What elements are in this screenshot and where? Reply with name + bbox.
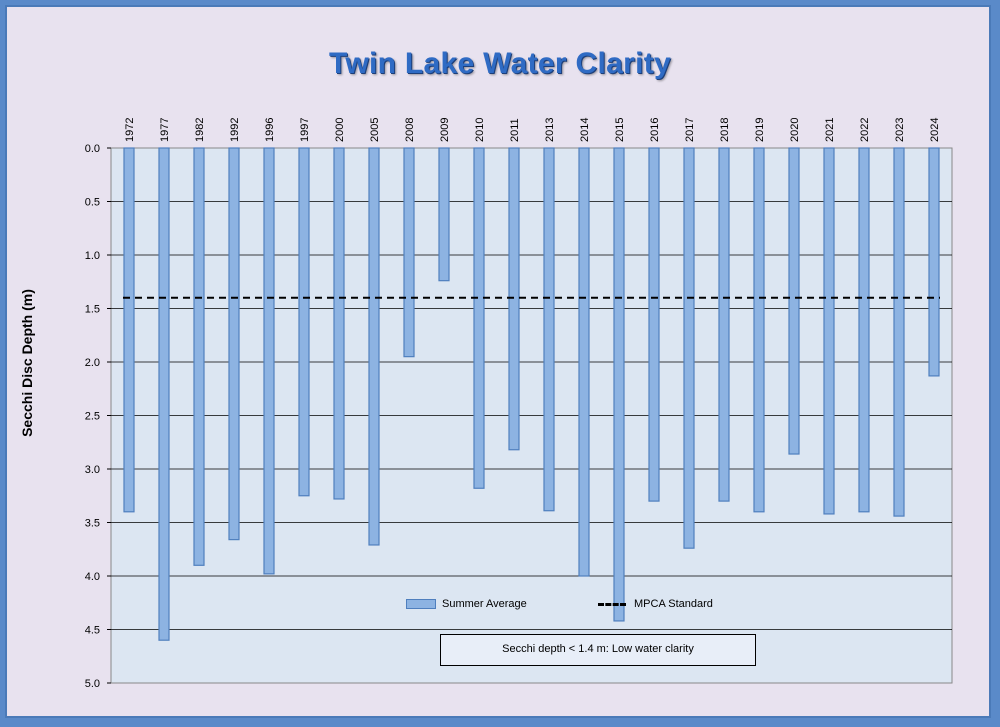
- bar-2005: [368, 147, 380, 546]
- x-tick-label: 2005: [369, 118, 381, 142]
- bar-2020: [788, 147, 800, 455]
- y-tick-label: 4.5: [85, 625, 100, 637]
- bar-2000: [333, 147, 345, 500]
- y-tick-label: 1.0: [85, 250, 100, 262]
- y-axis-label: Secchi Disc Depth (m): [19, 289, 35, 437]
- y-tick-label: 0.0: [85, 143, 100, 155]
- chart-title: Twin Lake Water Clarity: [329, 47, 671, 80]
- bar-2017: [683, 147, 695, 549]
- bar-2016: [648, 147, 660, 502]
- x-tick-label: 2011: [509, 118, 521, 142]
- x-tick-label: 2015: [614, 118, 626, 142]
- x-tick-label: 1977: [159, 118, 171, 142]
- x-tick-label: 2022: [859, 118, 871, 142]
- bar-2011: [508, 147, 520, 451]
- bar-2024: [928, 147, 940, 377]
- x-tick-label: 1996: [264, 118, 276, 142]
- legend-mpca-standard: MPCA Standard: [598, 598, 713, 610]
- bar-1996: [263, 147, 275, 575]
- bar-1972: [123, 147, 135, 513]
- y-tick-label: 3.0: [85, 464, 100, 476]
- y-tick-label: 2.5: [85, 411, 100, 423]
- legend-bar-swatch: [406, 599, 436, 609]
- bar-1992: [228, 147, 240, 541]
- legend-summer-average-label: Summer Average: [442, 598, 527, 610]
- bar-2023: [893, 147, 905, 517]
- bar-1982: [193, 147, 205, 566]
- y-tick-label: 5.0: [85, 678, 100, 690]
- legend-dash-swatch: [598, 602, 626, 606]
- legend-summer-average: Summer Average: [406, 598, 527, 610]
- y-tick-label: 0.5: [85, 197, 100, 209]
- clarity-note: Secchi depth < 1.4 m: Low water clarity: [440, 634, 756, 666]
- bar-2014: [578, 147, 590, 577]
- x-tick-label: 2000: [334, 118, 346, 142]
- bar-2022: [858, 147, 870, 513]
- x-tick-label: 2016: [649, 118, 661, 142]
- y-tick-label: 2.0: [85, 357, 100, 369]
- x-tick-label: 2019: [754, 118, 766, 142]
- y-tick-label: 3.5: [85, 518, 100, 530]
- x-tick-label: 2008: [404, 118, 416, 142]
- x-tick-label: 1997: [299, 118, 311, 142]
- x-tick-label: 2017: [684, 118, 696, 142]
- x-tick-label: 2018: [719, 118, 731, 142]
- bar-1977: [158, 147, 170, 641]
- bar-2019: [753, 147, 765, 513]
- bar-2010: [473, 147, 485, 489]
- x-tick-label: 2020: [789, 118, 801, 142]
- x-tick-label: 1972: [124, 118, 136, 142]
- x-tick-label: 2010: [474, 118, 486, 142]
- x-tick-label: 2009: [439, 118, 451, 142]
- bar-2009: [438, 147, 450, 282]
- bar-2013: [543, 147, 555, 512]
- x-tick-label: 2013: [544, 118, 556, 142]
- x-tick-label: 1992: [229, 118, 241, 142]
- x-tick-label: 1982: [194, 118, 206, 142]
- x-tick-label: 2023: [894, 118, 906, 142]
- bar-2018: [718, 147, 730, 502]
- x-tick-label: 2024: [929, 118, 941, 142]
- bar-2008: [403, 147, 415, 358]
- x-tick-label: 2014: [579, 118, 591, 142]
- x-tick-label: 2021: [824, 118, 836, 142]
- y-tick-label: 4.0: [85, 571, 100, 583]
- bar-2021: [823, 147, 835, 515]
- bar-1997: [298, 147, 310, 497]
- bar-2015: [613, 147, 625, 622]
- legend-mpca-standard-label: MPCA Standard: [634, 598, 713, 610]
- y-tick-label: 1.5: [85, 304, 100, 316]
